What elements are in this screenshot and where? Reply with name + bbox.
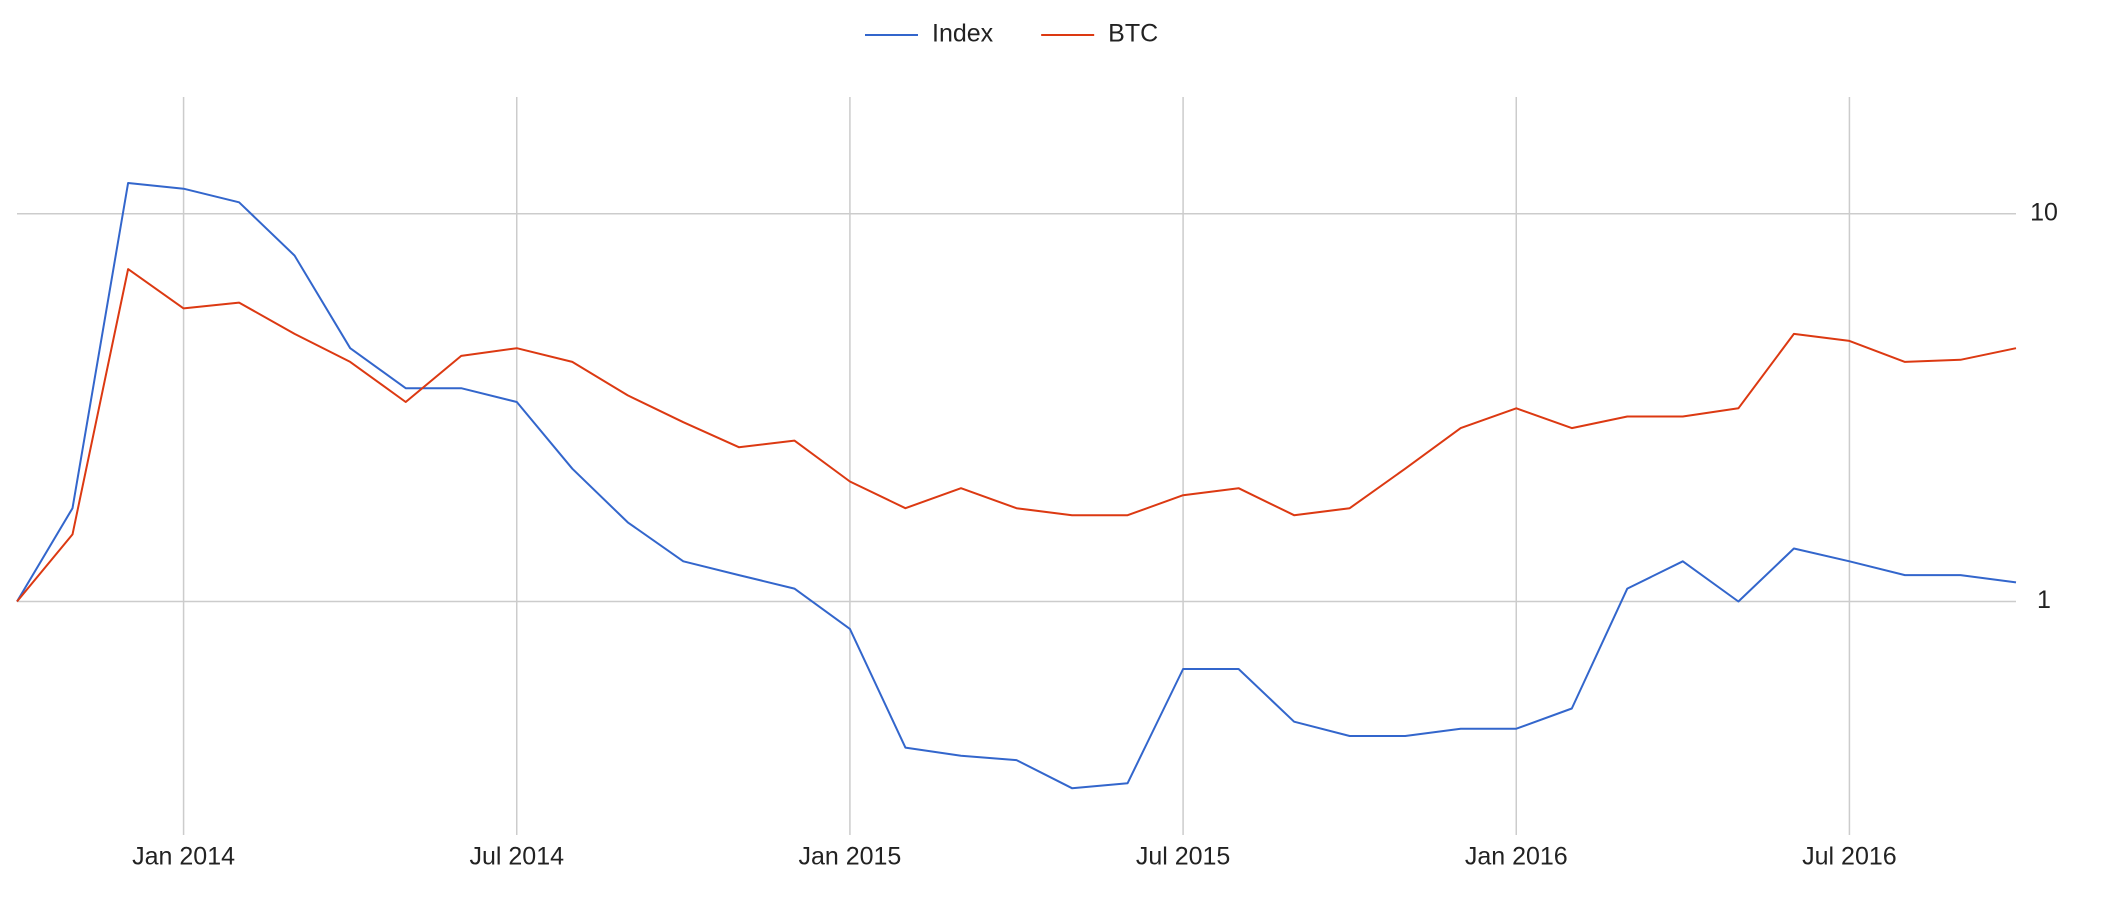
legend-label: Index (932, 20, 994, 48)
y-tick-label: 1 (2037, 586, 2051, 614)
x-tick-label: Jul 2016 (1802, 843, 1897, 871)
legend-label: BTC (1108, 20, 1158, 48)
x-tick-label: Jan 2015 (798, 843, 901, 871)
x-tick-label: Jan 2016 (1465, 843, 1568, 871)
x-tick-label: Jul 2015 (1136, 843, 1231, 871)
y-tick-label: 10 (2030, 198, 2058, 226)
series-line (16, 182, 2017, 790)
x-tick-label: Jan 2014 (132, 843, 235, 871)
series-line (16, 268, 2017, 603)
x-tick-label: Jul 2014 (469, 843, 564, 871)
